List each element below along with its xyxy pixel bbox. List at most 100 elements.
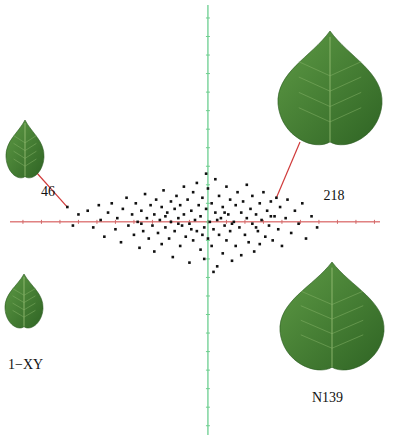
scatter-point [210,202,213,205]
scatter-point [247,241,250,244]
scatter-point [221,252,224,255]
scatter-point [184,235,187,238]
leaf-vein [14,143,25,150]
scatter-point [229,230,232,233]
leaf-vein [330,37,331,142]
y-tick [206,407,210,408]
scatter-point [188,222,191,225]
leaf-vein [332,320,363,333]
scatter-point [147,237,150,240]
leaf-vein [332,335,363,348]
scatter-point [160,243,163,246]
leaf-vein [14,151,25,158]
annotation-connector [36,172,67,207]
scatter-point [284,217,287,220]
scatter-point [275,196,278,199]
scatter-point [172,256,175,259]
leaf-vein [330,108,361,122]
scatter-point [210,245,213,248]
leaf-vein [25,136,36,143]
leaf-vein [301,335,332,348]
leaf-vein [299,62,330,76]
scatter-point [271,239,274,242]
scatter-point [294,209,297,212]
scatter-point [98,204,101,207]
x-tick [300,220,301,224]
x-tick [59,220,60,224]
y-tick [206,73,210,74]
leaf-vein [330,92,361,106]
scatter-point [160,206,163,209]
leaf-vein [13,289,24,296]
annotation-label: 218 [324,188,345,203]
leaf-blade [278,31,382,145]
leaf-blade [6,120,44,178]
scatter-point [177,217,180,220]
scatter-point [155,198,158,201]
scatter-point [214,178,217,181]
scatter-point [203,226,206,229]
scatter-point [207,187,210,190]
scatter-point [229,198,232,201]
scatter-point [190,228,193,231]
scatter-point [72,224,75,227]
scatter-point [301,202,304,205]
leaf-vein [24,296,35,303]
annotation-label: N139 [312,390,343,405]
scatter-point [127,224,130,227]
scatter-point [290,232,293,235]
x-tick [152,220,153,224]
scatter-point [234,245,237,248]
leaf-image [280,262,384,370]
y-tick [206,240,210,241]
scatter-point [159,219,162,222]
annotations [36,142,300,207]
scatter-point [201,234,204,237]
scatter-point [199,248,202,251]
leaf-vein [25,143,36,150]
y-tick [206,129,210,130]
x-axis [10,221,380,222]
annotation-label: 46 [41,184,55,199]
y-tick [206,166,210,167]
y-tick [206,184,210,185]
scatter-point [181,224,184,227]
scatter-point [240,254,243,257]
scatter-point [138,247,141,250]
leaf-vein [332,291,363,304]
scatter-point [234,204,237,207]
x-tick [115,220,116,224]
leaf-vein [299,77,330,91]
chart-container: 462181−XYN139 [0,0,393,440]
annotation-connector [276,142,300,198]
x-tick [263,220,264,224]
x-tick [96,220,97,224]
y-tick [206,351,210,352]
scatter-point [246,183,249,186]
x-tick [318,220,319,224]
scatter-point [205,208,208,211]
scatter-point [168,237,171,240]
x-tick [374,220,375,224]
scatter-point [236,191,239,194]
leaf-vein [14,136,25,143]
scatter-point [277,228,280,231]
x-tick [355,220,356,224]
scatter-point [157,232,160,235]
scatter-point [242,200,245,203]
y-tick [206,425,210,426]
leaf-blade [5,274,43,328]
scatter-point [107,211,110,214]
scatter-point [231,222,234,225]
scatter-point [205,172,208,175]
scatter-point [266,209,269,212]
y-tick [206,147,210,148]
scatter-point [103,235,106,238]
scatter-point [216,219,219,222]
y-tick [206,110,210,111]
scatter-point [238,226,241,229]
scatter-point [216,265,219,268]
scatter-point [281,245,284,248]
scatter-point [86,209,89,212]
scatter-point [244,234,247,237]
